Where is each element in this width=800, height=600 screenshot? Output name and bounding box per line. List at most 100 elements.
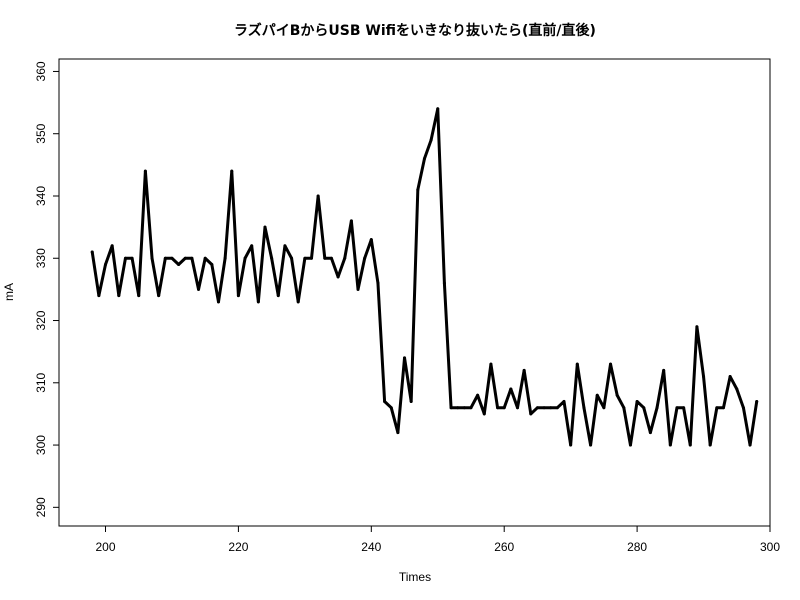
data-point [668, 443, 672, 447]
data-point [263, 225, 267, 229]
data-point [356, 287, 360, 291]
x-axis-label: Times [399, 570, 431, 584]
data-point [462, 406, 466, 410]
data-point [150, 256, 154, 260]
data-point [535, 406, 539, 410]
data-point [436, 107, 440, 111]
data-point [163, 256, 167, 260]
data-point [403, 356, 407, 360]
x-tick-label: 280 [627, 540, 647, 554]
data-point [130, 256, 134, 260]
data-point [343, 256, 347, 260]
data-point [117, 294, 121, 298]
data-point [449, 406, 453, 410]
data-point [137, 294, 141, 298]
data-point [349, 219, 353, 223]
data-point [422, 157, 426, 161]
data-point [595, 393, 599, 397]
data-point [549, 406, 553, 410]
x-tick-label: 200 [95, 540, 115, 554]
y-tick-label: 310 [34, 372, 48, 392]
data-point [708, 443, 712, 447]
data-point [110, 244, 114, 248]
data-point [290, 256, 294, 260]
y-tick-label: 360 [34, 61, 48, 81]
data-point [336, 275, 340, 279]
data-point [735, 387, 739, 391]
data-point [648, 431, 652, 435]
x-tick-label: 240 [361, 540, 381, 554]
x-axis: 200 220 240 260 280 300 [95, 526, 780, 554]
data-point [456, 406, 460, 410]
data-point [270, 256, 274, 260]
data-point [104, 262, 108, 266]
y-tick-label: 320 [34, 310, 48, 330]
data-point [675, 406, 679, 410]
data-point [755, 399, 759, 403]
data-point [516, 406, 519, 410]
data-point [416, 188, 420, 192]
data-point [609, 362, 613, 366]
data-point [702, 375, 706, 379]
data-point [97, 294, 101, 298]
data-point [715, 406, 719, 410]
data-point [582, 406, 586, 410]
data-point [476, 393, 480, 397]
data-point [190, 256, 194, 260]
data-point [635, 399, 639, 403]
data-point [721, 406, 725, 410]
data-point [409, 399, 413, 403]
x-tick-label: 260 [494, 540, 514, 554]
data-point [230, 169, 234, 173]
data-point [728, 375, 732, 379]
data-point [529, 412, 533, 416]
data-point [283, 244, 287, 248]
data-point [628, 443, 632, 447]
data-point [157, 294, 161, 298]
data-point [442, 281, 446, 285]
data-point [741, 406, 745, 410]
data-point [555, 406, 559, 410]
data-point [748, 443, 752, 447]
data-point [482, 412, 486, 416]
data-point [236, 294, 240, 298]
y-tick-label: 350 [34, 123, 48, 143]
y-tick-label: 330 [34, 248, 48, 268]
data-point [502, 406, 506, 410]
data-point [575, 362, 579, 366]
data-point [256, 300, 260, 304]
data-point [642, 406, 646, 410]
data-point [303, 256, 307, 260]
data-point [223, 256, 227, 260]
data-point [170, 256, 174, 260]
chart-title: ラズパイBからUSB Wifiをいきなり抜いたら(直前/直後) [234, 22, 596, 39]
data-point [90, 250, 94, 254]
data-point [183, 256, 187, 260]
data-point [296, 300, 300, 304]
data-point [569, 443, 573, 447]
data-point [250, 244, 254, 248]
data-point [655, 406, 659, 410]
data-point [276, 294, 280, 298]
data-point [542, 406, 546, 410]
data-point [389, 406, 393, 410]
data-point [197, 287, 201, 291]
data-point [123, 256, 127, 260]
data-point [489, 362, 493, 366]
x-tick-label: 220 [228, 540, 248, 554]
data-point [496, 406, 500, 410]
y-axis-label: mA [2, 283, 16, 301]
data-point [396, 431, 400, 435]
data-point [369, 238, 373, 242]
data-point [310, 256, 313, 260]
y-axis: 290 300 310 320 330 340 350 360 [34, 61, 59, 517]
y-tick-label: 300 [34, 435, 48, 455]
y-tick-label: 290 [34, 497, 48, 517]
data-point [622, 406, 626, 410]
data-point [522, 368, 526, 372]
data-points [90, 107, 759, 447]
data-point [177, 262, 181, 266]
data-point [662, 368, 666, 372]
